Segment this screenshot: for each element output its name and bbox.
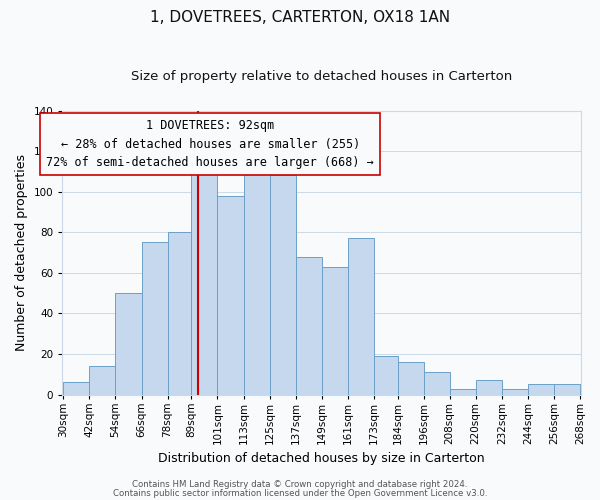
Bar <box>347 238 374 394</box>
Bar <box>191 155 217 394</box>
Bar <box>142 242 167 394</box>
Bar <box>322 267 347 394</box>
Bar <box>64 382 89 394</box>
Bar <box>296 256 322 394</box>
Y-axis label: Number of detached properties: Number of detached properties <box>15 154 28 351</box>
Bar <box>398 362 424 394</box>
Title: Size of property relative to detached houses in Carterton: Size of property relative to detached ho… <box>131 70 512 83</box>
Bar <box>269 176 296 394</box>
Bar <box>89 366 115 394</box>
Bar <box>449 388 476 394</box>
Bar <box>244 162 269 394</box>
Bar <box>502 388 528 394</box>
Bar <box>424 372 449 394</box>
Bar <box>528 384 554 394</box>
Bar <box>167 232 191 394</box>
Text: Contains HM Land Registry data © Crown copyright and database right 2024.: Contains HM Land Registry data © Crown c… <box>132 480 468 489</box>
Text: Contains public sector information licensed under the Open Government Licence v3: Contains public sector information licen… <box>113 490 487 498</box>
Bar <box>476 380 502 394</box>
Bar <box>554 384 580 394</box>
Bar <box>115 293 142 394</box>
Bar <box>374 356 398 395</box>
Bar <box>217 196 244 394</box>
X-axis label: Distribution of detached houses by size in Carterton: Distribution of detached houses by size … <box>158 452 485 465</box>
Text: 1 DOVETREES: 92sqm
← 28% of detached houses are smaller (255)
72% of semi-detach: 1 DOVETREES: 92sqm ← 28% of detached hou… <box>46 119 374 169</box>
Text: 1, DOVETREES, CARTERTON, OX18 1AN: 1, DOVETREES, CARTERTON, OX18 1AN <box>150 10 450 25</box>
